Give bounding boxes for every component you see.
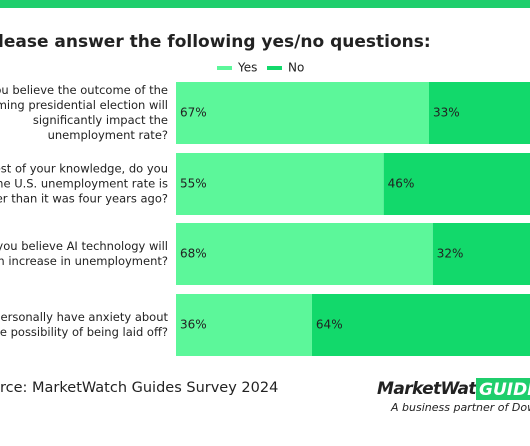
bar-segment — [311, 294, 530, 356]
value-label: 33% — [433, 106, 460, 120]
value-label: 55% — [180, 177, 207, 191]
category-label: e best of your knowledge, do you — [0, 162, 168, 176]
bar-segment — [176, 223, 433, 285]
logo-badge: GUIDE — [479, 380, 530, 400]
value-label: 32% — [437, 247, 464, 261]
bar-segment — [428, 82, 530, 144]
category-label: unemployment rate? — [48, 128, 168, 142]
category-label: se an increase in unemployment? — [0, 254, 168, 268]
value-label: 67% — [180, 106, 207, 120]
bar-segment — [176, 82, 429, 144]
category-label: ve the U.S. unemployment rate is — [0, 177, 168, 191]
legend-label: No — [288, 61, 304, 75]
category-label: ou personally have anxiety about — [0, 310, 168, 324]
category-label: o you believe the outcome of the — [0, 83, 168, 97]
chart-title: lease answer the following yes/no questi… — [0, 32, 431, 52]
value-label: 64% — [316, 318, 343, 332]
logo-tagline: A business partner of Dow Jone — [390, 401, 530, 414]
top-bar — [0, 0, 530, 8]
value-label: 68% — [180, 247, 207, 261]
category-label: the possibility of being laid off? — [0, 325, 168, 339]
bar-segment — [176, 153, 384, 215]
bar-segment — [383, 153, 530, 215]
category-label: significantly impact the — [33, 113, 168, 127]
logo-name: MarketWatch — [377, 379, 497, 399]
value-label: 36% — [180, 318, 207, 332]
category-label: igher than it was four years ago? — [0, 192, 168, 206]
category-label: Do you believe AI technology will — [0, 239, 168, 253]
value-label: 46% — [388, 177, 415, 191]
logo-badge-bg — [476, 378, 530, 400]
legend-swatch — [217, 66, 232, 70]
source: rce: MarketWatch Guides Survey 2024 — [0, 380, 278, 396]
bar-segment — [176, 294, 312, 356]
bar-segment — [432, 223, 530, 285]
category-label: pcoming presidential election will — [0, 98, 168, 112]
legend-label: Yes — [237, 61, 257, 75]
legend-swatch — [267, 66, 282, 70]
